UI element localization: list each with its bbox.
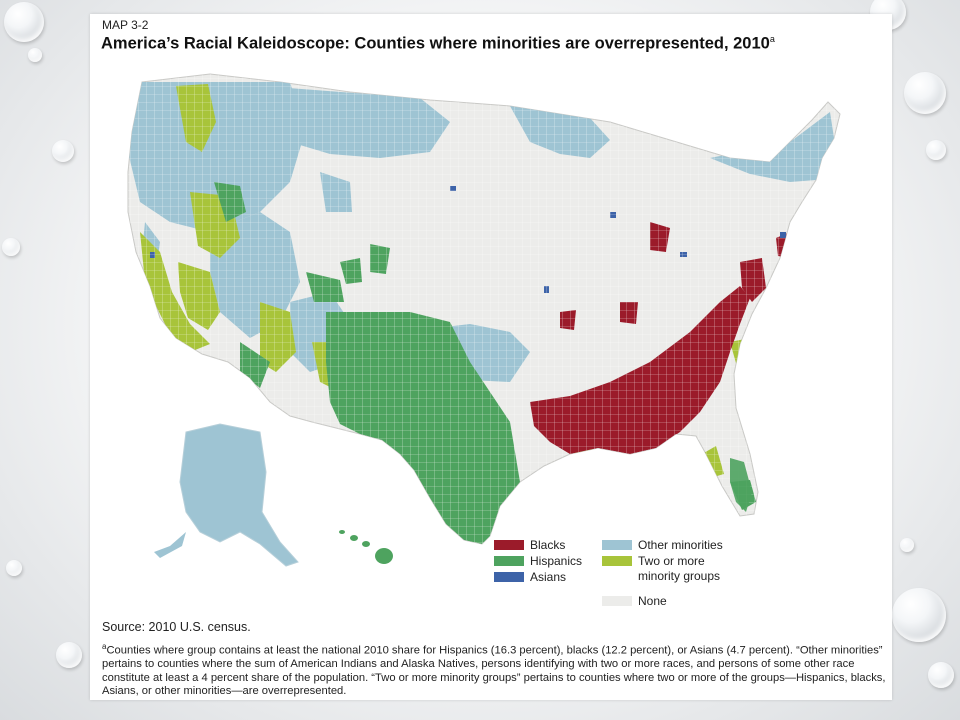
water-droplet-decoration [900, 538, 914, 552]
map-number-label: MAP 3-2 [102, 18, 149, 32]
legend-label-other-minorities: Other minorities [638, 538, 723, 552]
hawaii-inset [339, 530, 393, 564]
water-droplet-decoration [56, 642, 82, 668]
map-figure-panel: MAP 3-2 America’s Racial Kaleidoscope: C… [90, 14, 892, 700]
legend-item-two-or-more: Two or more minority groups [602, 554, 782, 584]
legend-label-asians: Asians [530, 570, 567, 584]
water-droplet-decoration [926, 140, 946, 160]
water-droplet-decoration [928, 662, 954, 688]
map-title-text: America’s Racial Kaleidoscope: Counties … [101, 34, 770, 53]
alaska-inset [154, 423, 299, 567]
footnote-mark: a [102, 642, 107, 651]
map-legend: Blacks Hispanics Asians Other minorities… [494, 538, 784, 638]
legend-label-two-or-more: Two or more minority groups [638, 554, 721, 583]
water-droplet-decoration [4, 2, 44, 42]
legend-item-blacks: Blacks [494, 538, 565, 553]
source-note: Source: 2010 U.S. census. [102, 620, 251, 634]
legend-item-other-minorities: Other minorities [602, 538, 723, 553]
footnote: aCounties where group contains at least … [102, 640, 888, 699]
water-droplet-decoration [28, 48, 42, 62]
water-droplet-decoration [6, 560, 22, 576]
legend-swatch-blacks [494, 540, 524, 550]
legend-swatch-two-or-more [602, 556, 632, 566]
water-droplet-decoration [52, 140, 74, 162]
legend-swatch-hispanics [494, 556, 524, 566]
legend-item-asians: Asians [494, 570, 566, 585]
map-title: America’s Racial Kaleidoscope: Counties … [101, 34, 775, 54]
legend-swatch-asians [494, 572, 524, 582]
water-droplet-decoration [892, 588, 946, 642]
us-county-map [127, 73, 841, 567]
water-droplet-decoration [2, 238, 20, 256]
legend-swatch-none [602, 596, 632, 606]
legend-item-hispanics: Hispanics [494, 554, 582, 569]
water-droplet-decoration [904, 72, 946, 114]
footnote-text: Counties where group contains at least t… [102, 644, 886, 698]
legend-item-none: None [602, 594, 667, 609]
legend-swatch-other-minorities [602, 540, 632, 550]
conus-map-shape [127, 73, 841, 545]
title-footnote-mark: a [769, 34, 775, 44]
legend-label-none: None [638, 594, 667, 608]
legend-label-blacks: Blacks [530, 538, 566, 552]
legend-label-hispanics: Hispanics [530, 554, 583, 568]
